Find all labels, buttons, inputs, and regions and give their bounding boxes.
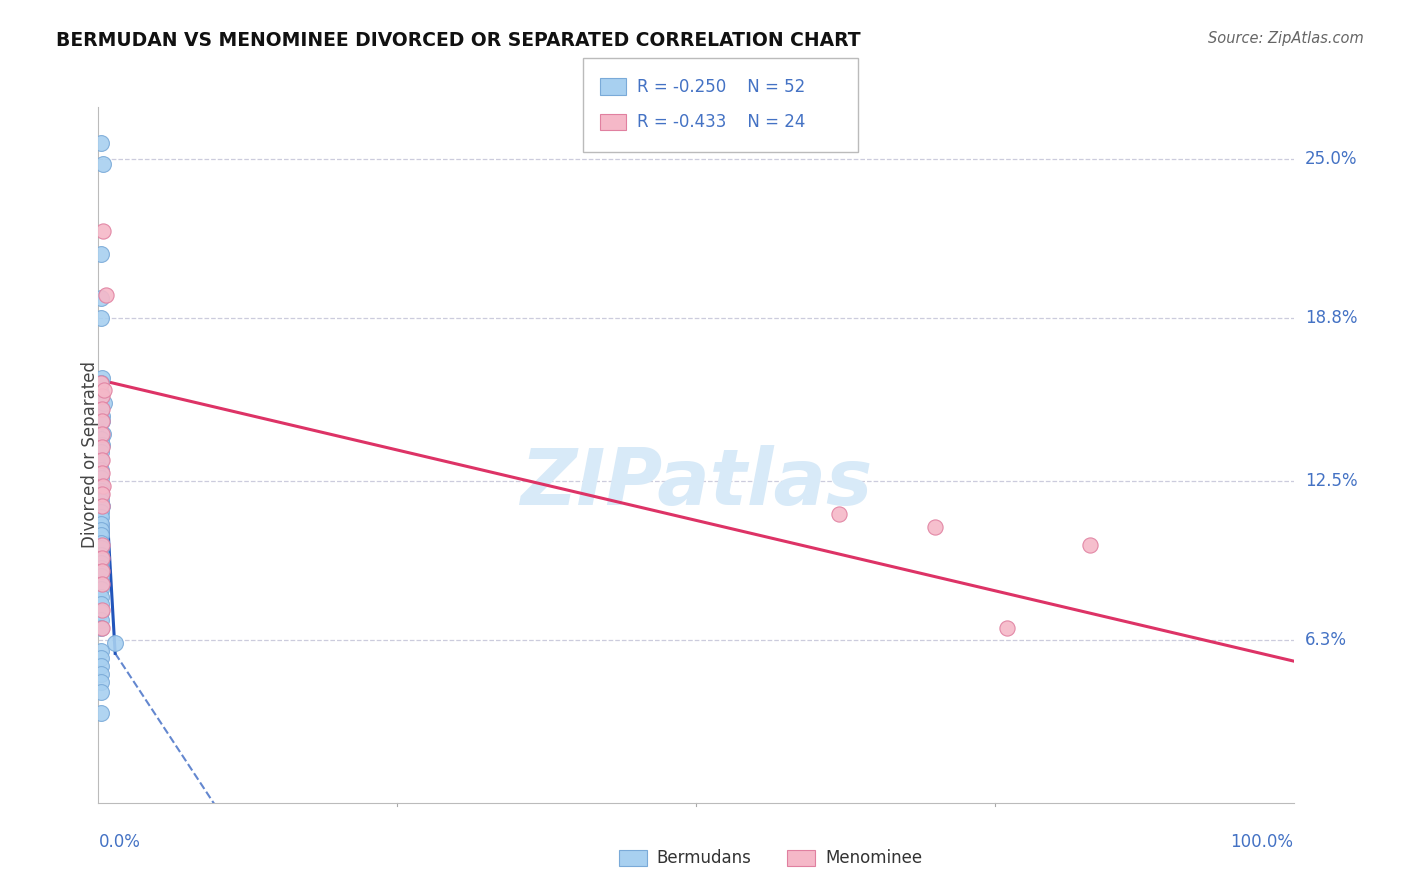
- Text: 6.3%: 6.3%: [1305, 632, 1347, 649]
- Point: [90, 391, 112, 405]
- Point: [90, 528, 112, 542]
- Point: [90, 433, 112, 447]
- Point: [91, 370, 114, 384]
- Point: [90, 523, 112, 537]
- Point: [90, 311, 112, 326]
- Point: [90, 463, 112, 477]
- Point: [90, 386, 112, 401]
- Text: 100.0%: 100.0%: [1230, 833, 1294, 851]
- Text: 12.5%: 12.5%: [1305, 472, 1357, 490]
- Text: 18.8%: 18.8%: [1305, 310, 1357, 327]
- Point: [90, 598, 112, 612]
- Point: [91, 437, 114, 451]
- Point: [90, 590, 112, 604]
- Point: [91, 409, 114, 424]
- Point: [90, 644, 112, 658]
- Point: [90, 291, 112, 305]
- Point: [91, 500, 114, 514]
- Point: [91, 427, 114, 442]
- Point: [104, 636, 127, 650]
- Point: [90, 651, 112, 665]
- Point: [91, 538, 114, 552]
- Point: [91, 621, 114, 635]
- Point: [91, 576, 114, 591]
- Point: [90, 396, 112, 410]
- Point: [90, 576, 112, 591]
- Point: [90, 505, 112, 519]
- Point: [90, 605, 112, 619]
- Point: [90, 613, 112, 627]
- Point: [995, 621, 1018, 635]
- Point: [90, 541, 112, 555]
- Point: [90, 674, 112, 689]
- Point: [90, 471, 112, 485]
- Point: [91, 440, 114, 454]
- Text: Menominee: Menominee: [825, 849, 922, 867]
- Point: [90, 136, 112, 150]
- Point: [91, 401, 114, 416]
- Point: [90, 561, 112, 575]
- Point: [90, 479, 112, 493]
- Point: [91, 427, 114, 442]
- Point: [90, 569, 112, 583]
- Point: [90, 247, 112, 261]
- Point: [90, 509, 112, 524]
- Point: [90, 549, 112, 563]
- Point: [91, 414, 114, 428]
- Point: [94, 288, 117, 302]
- Point: [90, 582, 112, 596]
- Point: [93, 384, 115, 398]
- Point: [924, 520, 946, 534]
- Point: [90, 621, 112, 635]
- Text: Source: ZipAtlas.com: Source: ZipAtlas.com: [1208, 31, 1364, 46]
- Point: [90, 556, 112, 570]
- Point: [90, 706, 112, 720]
- Text: 25.0%: 25.0%: [1305, 150, 1357, 168]
- Point: [828, 507, 851, 521]
- Text: BERMUDAN VS MENOMINEE DIVORCED OR SEPARATED CORRELATION CHART: BERMUDAN VS MENOMINEE DIVORCED OR SEPARA…: [56, 31, 860, 50]
- Text: 0.0%: 0.0%: [98, 833, 141, 851]
- Point: [91, 389, 114, 403]
- Point: [91, 414, 114, 428]
- Point: [91, 551, 114, 566]
- Point: [90, 376, 112, 390]
- Point: [90, 685, 112, 699]
- Point: [1080, 538, 1102, 552]
- Point: [91, 224, 114, 238]
- Point: [90, 667, 112, 681]
- Y-axis label: Divorced or Separated: Divorced or Separated: [82, 361, 98, 549]
- Point: [90, 376, 112, 390]
- Point: [90, 483, 112, 498]
- Point: [90, 517, 112, 532]
- Point: [90, 535, 112, 549]
- Point: [91, 602, 114, 616]
- Point: [90, 453, 112, 467]
- Point: [90, 494, 112, 508]
- Point: [90, 445, 112, 459]
- Point: [90, 659, 112, 673]
- Text: ZIPatlas: ZIPatlas: [520, 445, 872, 521]
- Point: [90, 489, 112, 503]
- Point: [91, 453, 114, 467]
- Point: [91, 479, 114, 493]
- Point: [91, 500, 114, 514]
- Point: [91, 564, 114, 578]
- Text: R = -0.250    N = 52: R = -0.250 N = 52: [637, 78, 806, 95]
- Point: [93, 396, 115, 410]
- Text: Bermudans: Bermudans: [657, 849, 751, 867]
- Point: [90, 401, 112, 416]
- Point: [91, 157, 114, 171]
- Point: [91, 486, 114, 500]
- Text: R = -0.433    N = 24: R = -0.433 N = 24: [637, 113, 806, 131]
- Point: [91, 466, 114, 480]
